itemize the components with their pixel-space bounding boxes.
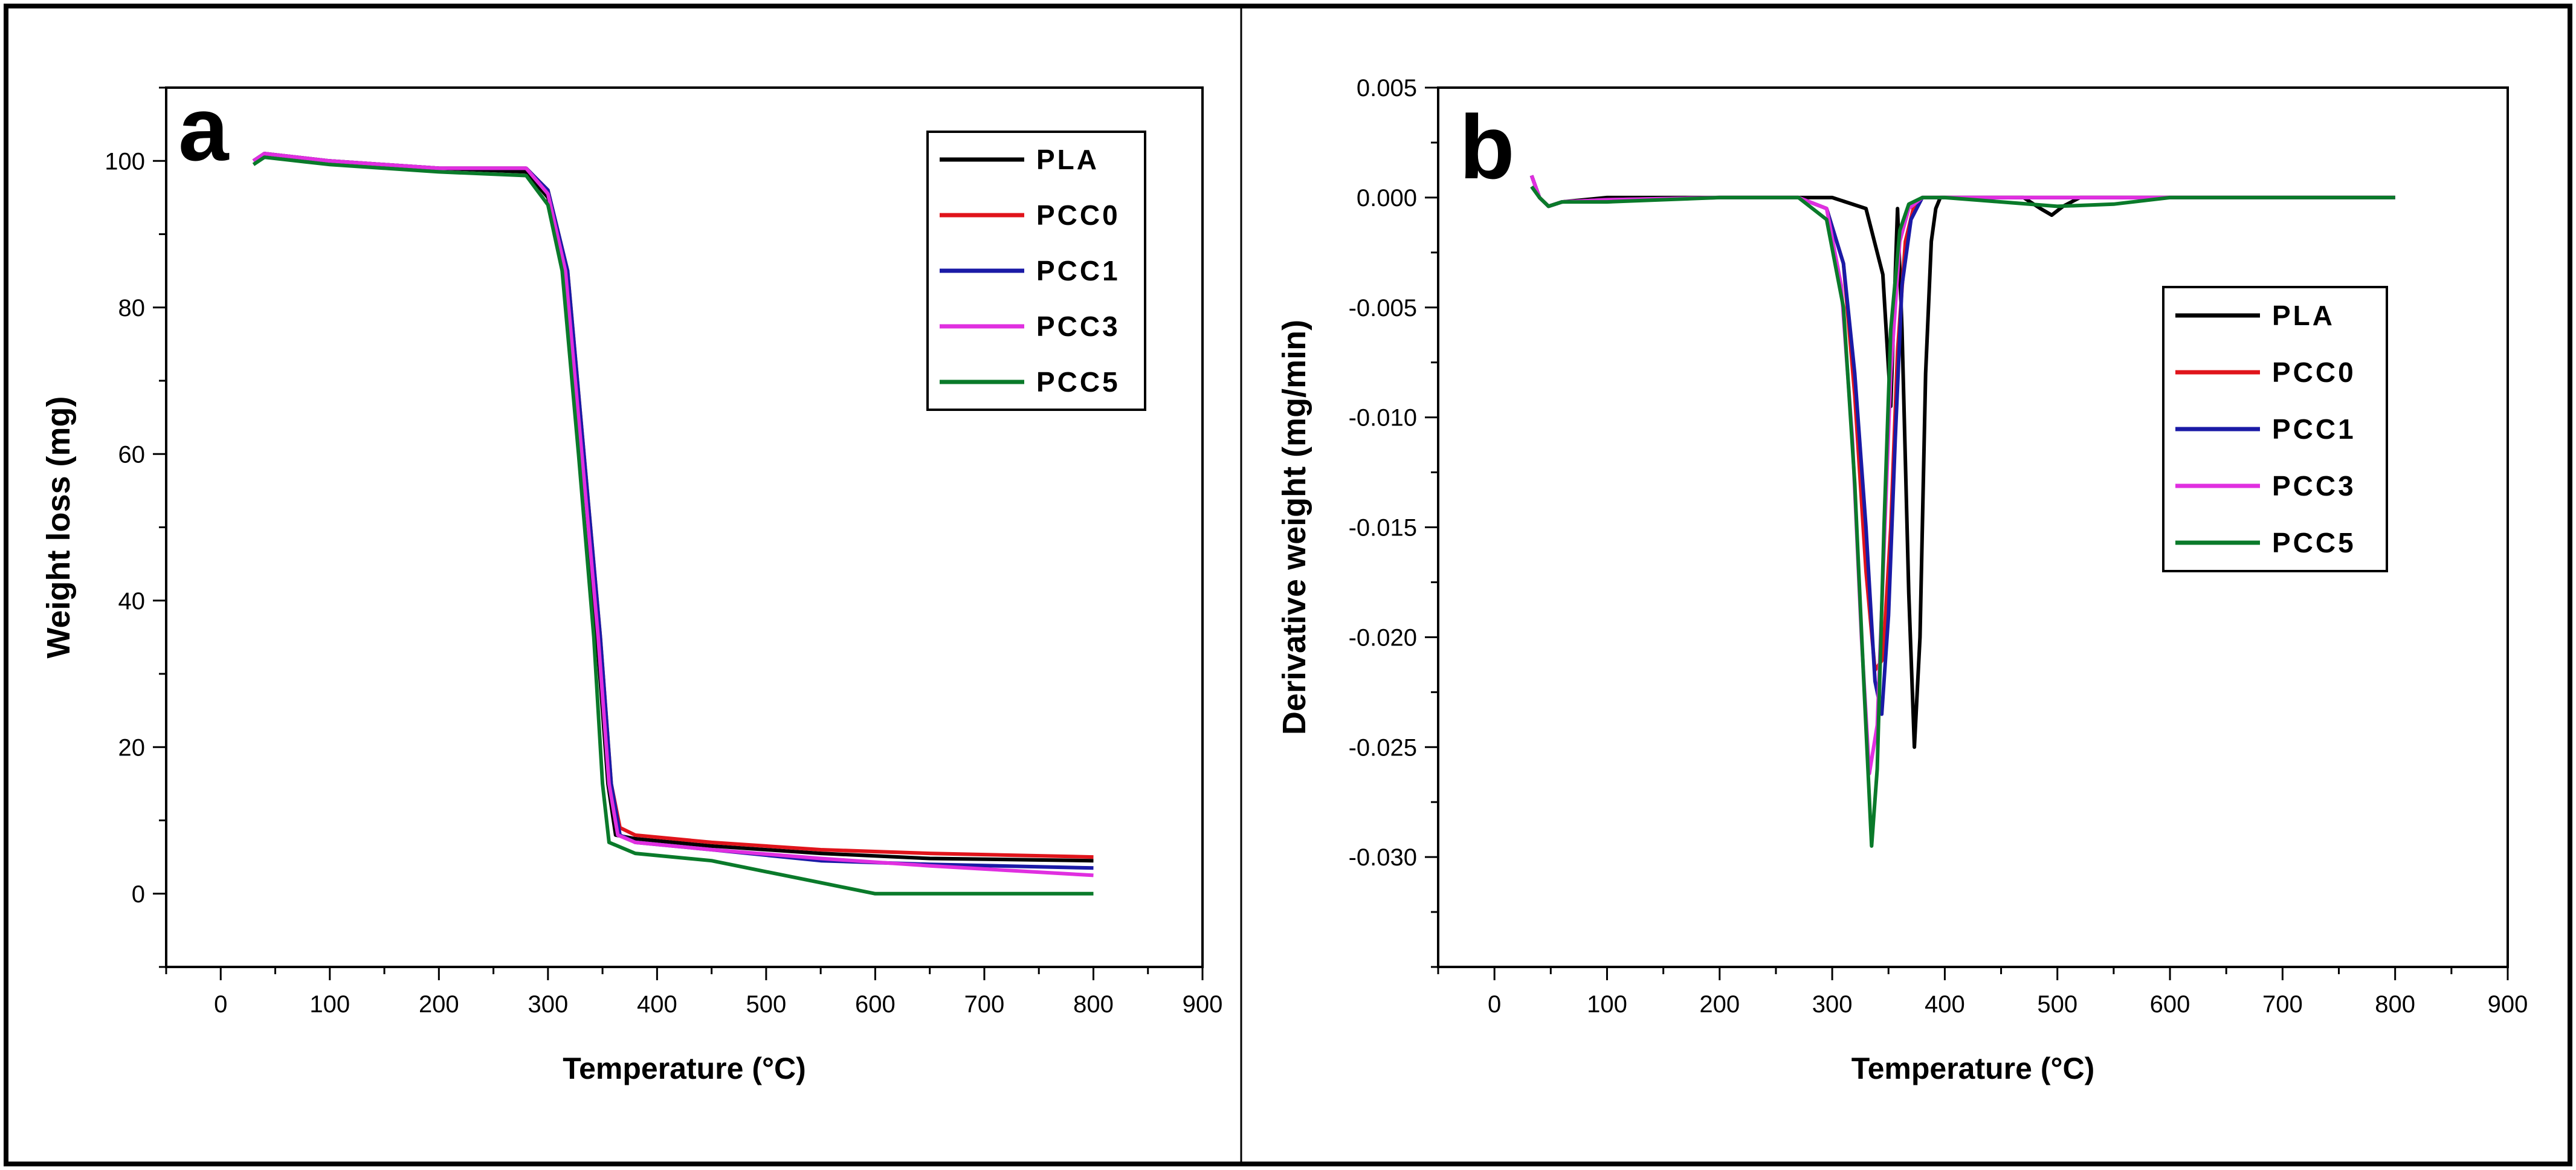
- x-tick-label: 100: [309, 991, 350, 1018]
- legend-label-pcc3: PCC3: [1036, 311, 1120, 342]
- x-tick-label: 0: [1488, 991, 1501, 1018]
- panel-label: a: [178, 78, 230, 179]
- y-tick-label: 0.000: [1357, 185, 1417, 212]
- x-tick-label: 600: [855, 991, 896, 1018]
- x-tick-label: 0: [214, 991, 227, 1018]
- series-line-pcc3: [252, 152, 1094, 877]
- panel-b: 0 100 200 300 400 500 600 700 800 900 0.005 0.000 -0…: [1276, 75, 2528, 1085]
- x-axis-label: Temperature (°C): [563, 1052, 805, 1085]
- y-tick-label: 20: [118, 734, 146, 761]
- y-tick-label: -0.010: [1349, 405, 1417, 431]
- x-tick-label: 400: [637, 991, 677, 1018]
- y-tick-label: 100: [105, 148, 145, 175]
- legend-label-pcc0: PCC0: [1036, 199, 1120, 231]
- series-line-pcc5: [1530, 185, 2395, 848]
- y-tick-label: -0.005: [1349, 295, 1417, 322]
- y-tick-label: -0.020: [1349, 624, 1417, 651]
- y-tick-label: -0.030: [1349, 844, 1417, 871]
- legend-label-pla: PLA: [1036, 144, 1099, 175]
- y-axis-label: Weight loss (mg): [40, 396, 77, 658]
- x-tick-label: 800: [1073, 991, 1114, 1018]
- series-line-pcc5: [252, 155, 1094, 896]
- y-tick-label: 80: [118, 295, 146, 322]
- x-tick-label: 400: [1925, 991, 1965, 1018]
- x-tick-label: 200: [419, 991, 459, 1018]
- y-tick-label: 40: [118, 588, 146, 615]
- x-tick-label: 700: [2262, 991, 2303, 1018]
- panel-a: 0 100 200 300 400 500 600 700 800 900 0 20 40 60 80 100…: [40, 78, 1222, 1085]
- y-tick-label: 0.005: [1357, 75, 1417, 102]
- y-tick-label: 60: [118, 441, 146, 468]
- legend-label-pcc1: PCC1: [2272, 413, 2356, 445]
- legend-label-pcc5: PCC5: [1036, 366, 1120, 398]
- y-axis-label: Derivative weight (mg/min): [1276, 320, 1312, 735]
- x-tick-label: 500: [2037, 991, 2077, 1018]
- legend-label-pcc1: PCC1: [1036, 255, 1120, 286]
- x-tick-label: 600: [2150, 991, 2190, 1018]
- legend-label-pcc0: PCC0: [2272, 357, 2356, 388]
- x-tick-label: 900: [1183, 991, 1223, 1018]
- legend-label-pcc5: PCC5: [2272, 527, 2356, 558]
- x-tick-label: 900: [2488, 991, 2528, 1018]
- x-tick-label: 700: [964, 991, 1005, 1018]
- x-tick-label: 200: [1699, 991, 1740, 1018]
- x-tick-label: 500: [746, 991, 787, 1018]
- panel-label: b: [1459, 96, 1515, 198]
- x-tick-label: 100: [1587, 991, 1627, 1018]
- x-tick-label: 800: [2375, 991, 2415, 1018]
- x-tick-label: 300: [1812, 991, 1853, 1018]
- legend-label-pcc3: PCC3: [2272, 470, 2356, 502]
- legend-label-pla: PLA: [2272, 300, 2335, 331]
- y-tick-label: 0: [132, 881, 145, 908]
- x-axis-label: Temperature (°C): [1851, 1052, 2094, 1085]
- y-tick-label: -0.015: [1349, 515, 1417, 541]
- x-tick-label: 300: [528, 991, 568, 1018]
- y-tick-label: -0.025: [1349, 734, 1417, 761]
